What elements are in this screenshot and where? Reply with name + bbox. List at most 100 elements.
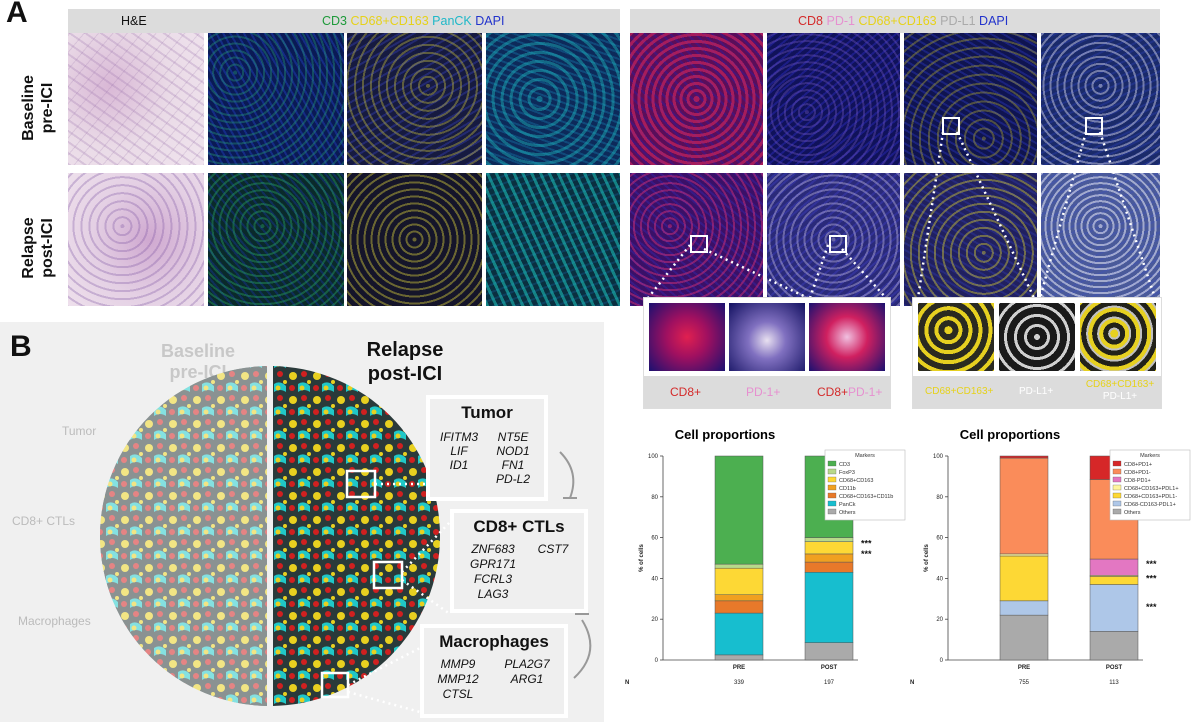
legend-swatch <box>827 492 837 499</box>
gene-pdl2: PD-L2 <box>495 472 530 486</box>
side-label-tumor: Tumor <box>62 424 97 438</box>
cd68-label-right: CD68+CD163 <box>858 14 937 28</box>
y-tick-label: 80 <box>936 495 943 501</box>
zoom-group-cd68-pdl1: CD68+CD163+ PD-L1+ CD68+CD163+ PD-L1+ <box>912 297 1162 409</box>
y-tick-label: 20 <box>936 617 943 623</box>
significance-mark: *** <box>861 549 872 559</box>
bar-segment-panck <box>804 572 854 643</box>
panel-a-right-header: CD8 PD-1 CD68+CD163 PD-L1 DAPI <box>630 9 1160 33</box>
y-axis-label: % of cells <box>924 544 930 572</box>
panel-a-letter: A <box>6 0 28 29</box>
he-label: H&E <box>121 14 147 28</box>
n-value: 197 <box>824 680 835 686</box>
y-tick-label: 60 <box>936 536 943 542</box>
zoom-label-cd8: CD8+ <box>670 385 702 399</box>
tumor-gene-box: Tumor IFITM3 LIF ID1 NT5E NOD1 FN1 PD-L2 <box>426 395 548 501</box>
legend-entry: CD68+CD163 <box>839 478 873 484</box>
y-tick-label: 40 <box>936 576 943 582</box>
bar-segment-others <box>804 642 854 661</box>
zoom-pdl1-image <box>999 303 1075 371</box>
zoom-label-pdl1-combo: PD-L1+ <box>1102 391 1138 402</box>
bar-segment-cd11b <box>804 553 854 563</box>
gene-mmp9: MMP9 <box>440 657 476 671</box>
gene-nod1: NOD1 <box>496 444 530 458</box>
cd68-relapse-image <box>347 173 482 306</box>
legend-entry: CD68+CD163+PDL1+ <box>1124 486 1179 492</box>
cd8-baseline-image <box>630 33 763 165</box>
y-tick-label: 20 <box>651 617 658 623</box>
legend-swatch <box>827 484 837 491</box>
zoom-pd1-image <box>729 303 805 371</box>
bar-segment-cd8-pd1- <box>1089 558 1139 576</box>
legend-box <box>824 449 906 521</box>
legend-entry: CD8+PD1+ <box>1124 462 1152 468</box>
panel-a-left-header: H&E CD3 CD68+CD163 PanCK DAPI <box>68 9 620 33</box>
pd1-baseline-image <box>767 33 900 165</box>
n-value: 339 <box>734 680 745 686</box>
zoom-box-pdl1 <box>1085 117 1103 135</box>
x-tick-label: PRE <box>733 665 745 671</box>
ctl-gene-box: CD8+ CTLs ZNF683 GPR171 FCRL3 LAG3 CST7 <box>450 509 588 613</box>
zoom-label-cd68: CD68+CD163+ <box>925 386 994 397</box>
cd8-relapse-image <box>630 173 763 306</box>
bar-segment-foxp3 <box>714 563 764 569</box>
cd3-label: CD3 <box>322 14 348 28</box>
tumor-box-title: Tumor <box>461 403 513 422</box>
panck-label: PanCK <box>432 14 472 28</box>
bar-segment-others <box>1089 631 1139 661</box>
pdl1-baseline-image <box>1041 33 1160 165</box>
legend-entry: CD68+CD163+CD11b <box>839 494 893 500</box>
significance-mark: *** <box>1146 602 1157 612</box>
legend-swatch <box>827 500 837 507</box>
bar-segment-others <box>714 654 764 661</box>
cd8-label: CD8 <box>798 14 824 28</box>
gene-arg1: ARG1 <box>510 672 544 686</box>
legend-swatch <box>827 508 837 515</box>
legend-title: Markers <box>1140 453 1160 459</box>
y-tick-label: 0 <box>940 658 944 664</box>
zoom-label-cd8-combo: CD8+ <box>817 385 849 399</box>
bar-segment-others <box>999 614 1049 661</box>
zoom-label-pd1: PD-1+ <box>746 385 781 399</box>
bar-segment-cd68-cd163-cd11b <box>804 561 854 573</box>
cd3-relapse-image <box>208 173 344 306</box>
legend-swatch <box>1112 484 1122 491</box>
significance-mark: *** <box>1146 559 1157 569</box>
y-tick-label: 60 <box>651 536 658 542</box>
bar-segment-cd68-cd163-pdl1- <box>1089 576 1139 585</box>
side-label-macrophages: Macrophages <box>18 614 91 628</box>
legend-entry: CD8-PD1+ <box>1124 478 1151 484</box>
zoom-cd68-pdl1-image <box>1080 303 1156 371</box>
y-tick-label: 40 <box>651 576 658 582</box>
legend-entry: CD3 <box>839 462 850 468</box>
zoom-label-cd68-combo: CD68+CD163+ <box>1085 379 1155 390</box>
gene-cst7: CST7 <box>537 542 569 556</box>
y-tick-label: 100 <box>648 454 659 460</box>
gene-gpr171: GPR171 <box>469 557 517 571</box>
zoom-box-cd8 <box>690 235 708 253</box>
bar-segment-cd68-cd163 <box>714 567 764 595</box>
bar-segment-cd11b <box>714 594 764 602</box>
legend-entry: PanCk <box>839 502 856 508</box>
panck-baseline-image <box>486 33 620 165</box>
gene-fn1: FN1 <box>501 458 525 472</box>
significance-mark: *** <box>861 539 872 549</box>
gene-znf683: ZNF683 <box>471 542 515 556</box>
legend-entry: CD8+PD1- <box>1124 470 1151 476</box>
bar-segment-foxp3 <box>804 537 854 542</box>
tissue-circle <box>100 366 592 714</box>
legend-entry: CD68+CD163+PDL1- <box>1124 494 1177 500</box>
y-tick-label: 0 <box>655 658 659 664</box>
gene-lag3: LAG3 <box>477 587 509 601</box>
legend-entry: Others <box>839 510 856 516</box>
legend-entry: FoxP3 <box>839 470 855 476</box>
legend-swatch <box>827 476 837 483</box>
legend-swatch <box>1112 476 1122 483</box>
bar-segment-cd8-pd1- <box>999 455 1049 459</box>
gene-id1: ID1 <box>449 458 469 472</box>
macrophage-box-title: Macrophages <box>439 632 549 651</box>
cd68-pdl1-baseline-image <box>904 33 1037 165</box>
pdl1-relapse-image <box>1041 173 1160 306</box>
bar-segment-cd68-cd163-pdl1- <box>999 600 1049 616</box>
